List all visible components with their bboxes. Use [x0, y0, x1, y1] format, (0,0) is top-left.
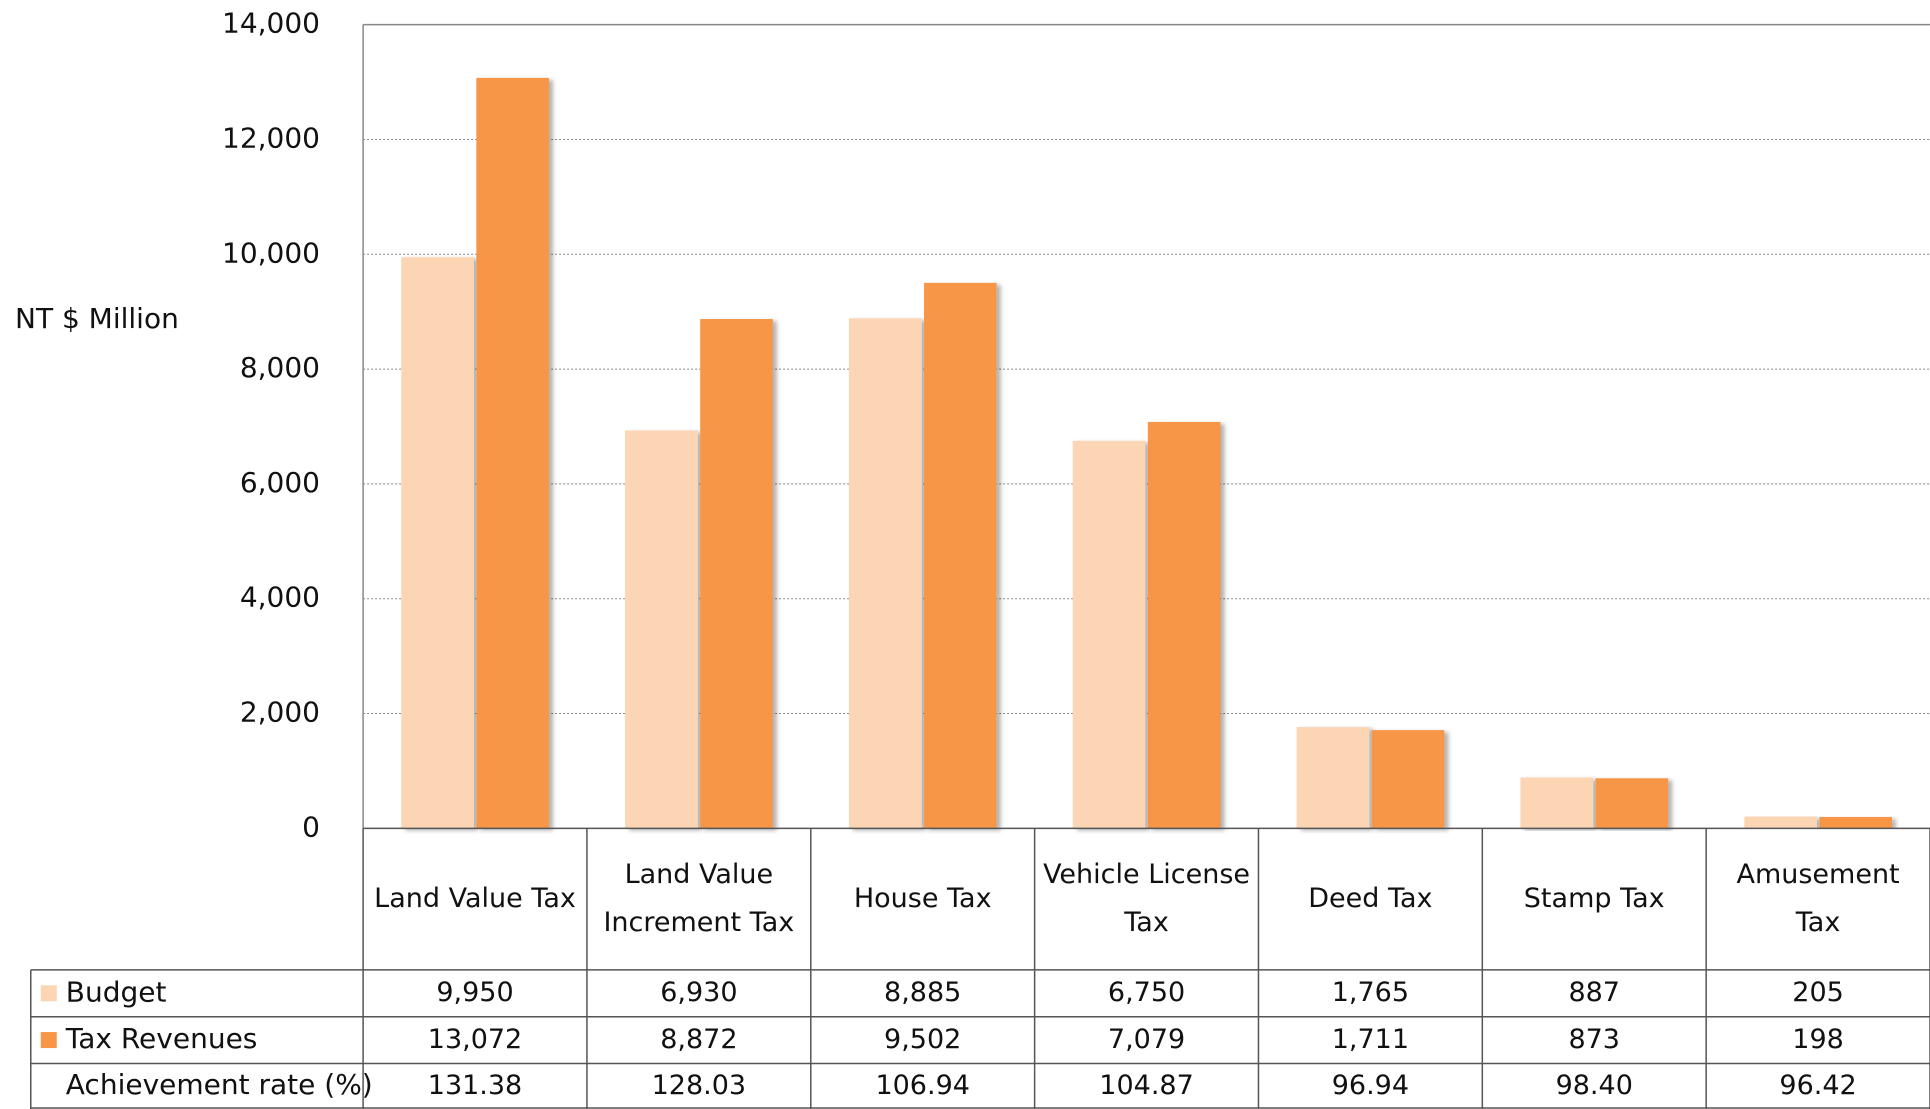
x-tick-label-box: Land Value Increment Tax — [603, 859, 795, 939]
table-value-box: 8,885 — [884, 977, 962, 1009]
x-tick-label-box: Land Value Tax — [374, 883, 576, 915]
y-tick-label: 12,000 — [222, 121, 320, 154]
table-value: 9,502 — [884, 1024, 962, 1056]
table-value-box: 98.40 — [1555, 1070, 1633, 1102]
bar — [848, 318, 922, 829]
table-value-box: 7,079 — [1107, 1024, 1186, 1056]
bar — [700, 319, 773, 829]
table-value: 1,711 — [1331, 1024, 1410, 1056]
table-value: 6,750 — [1107, 977, 1186, 1009]
x-tick-label: Land Value Increment Tax — [603, 859, 795, 939]
table-value-box: 104.87 — [1099, 1070, 1194, 1102]
x-tick-label: Land Value Tax — [374, 883, 576, 915]
y-axis-label: NT $ Million — [15, 302, 179, 335]
x-tick-label-box: Amusement Tax — [1736, 859, 1900, 939]
bar — [924, 282, 997, 829]
x-tick-label-box: Deed Tax — [1308, 883, 1433, 915]
table-value-box: 131.38 — [427, 1070, 523, 1102]
legend-key — [40, 1032, 57, 1049]
table-value-box: 9,950 — [436, 977, 514, 1009]
table-value: 7,079 — [1107, 1024, 1186, 1056]
table-value-box: 198 — [1792, 1024, 1844, 1056]
table-value: 8,885 — [884, 977, 962, 1009]
bar — [1296, 727, 1370, 829]
table-value-box: 873 — [1568, 1024, 1620, 1056]
table-value-box: 205 — [1792, 977, 1844, 1009]
bar — [1147, 421, 1221, 829]
table-value-box: 6,930 — [660, 977, 738, 1009]
legend-label: Achievement rate (%) — [66, 1068, 373, 1101]
x-tick-label: House Tax — [853, 883, 992, 915]
table-value-box: 9,502 — [884, 1024, 962, 1056]
y-tick-label: 4,000 — [240, 581, 320, 614]
y-tick-label: 14,000 — [222, 7, 320, 40]
table-value: 13,072 — [427, 1024, 523, 1056]
bar — [401, 257, 474, 829]
table-value-box: 8,872 — [660, 1024, 738, 1056]
table-value-box: 96.42 — [1779, 1070, 1857, 1102]
table-value: 887 — [1568, 977, 1620, 1009]
y-tick-label: 8,000 — [240, 351, 320, 384]
legend-label: Tax Revenues — [65, 1022, 258, 1055]
table-value-box: 1,765 — [1331, 977, 1410, 1009]
table-value: 1,765 — [1331, 977, 1410, 1009]
table-value-box: 887 — [1568, 977, 1620, 1009]
table-value-box: 6,750 — [1107, 977, 1186, 1009]
table-value: 131.38 — [427, 1070, 523, 1102]
x-tick-label-box: Stamp Tax — [1523, 883, 1665, 915]
bar — [1744, 816, 1817, 829]
bar — [476, 77, 549, 829]
table-value-box: 96.94 — [1331, 1070, 1410, 1102]
table-value: 8,872 — [660, 1024, 738, 1056]
x-tick-label: Vehicle License Tax — [1043, 859, 1250, 939]
y-tick-label: 0 — [302, 810, 320, 843]
table-value: 205 — [1792, 977, 1844, 1009]
table-value-box: 128.03 — [651, 1070, 747, 1102]
table-value-box: 1,711 — [1331, 1024, 1410, 1056]
x-tick-label: Amusement Tax — [1736, 859, 1900, 939]
table-value: 106.94 — [875, 1070, 970, 1102]
y-tick-label: 6,000 — [240, 466, 320, 499]
table-value: 198 — [1792, 1024, 1844, 1056]
table-value: 128.03 — [651, 1070, 747, 1102]
legend-key — [40, 985, 57, 1002]
table-value-box: 106.94 — [875, 1070, 970, 1102]
x-tick-label: Deed Tax — [1308, 883, 1433, 915]
table-value: 104.87 — [1099, 1070, 1194, 1102]
x-tick-label: Stamp Tax — [1523, 883, 1665, 915]
bar — [1072, 440, 1146, 829]
table-value-box: 13,072 — [427, 1024, 523, 1056]
table-value: 96.42 — [1779, 1070, 1857, 1102]
table-value: 98.40 — [1555, 1070, 1633, 1102]
x-tick-label-box: Vehicle License Tax — [1043, 859, 1250, 939]
bar — [625, 430, 698, 829]
bar — [1520, 777, 1594, 829]
table-value: 873 — [1568, 1024, 1620, 1056]
bar — [1595, 778, 1669, 829]
table-value: 9,950 — [436, 977, 514, 1009]
y-tick-label: 2,000 — [240, 696, 320, 729]
table-value: 96.94 — [1331, 1070, 1410, 1102]
table-value: 6,930 — [660, 977, 738, 1009]
bar — [1819, 817, 1893, 829]
x-tick-label-box: House Tax — [853, 883, 992, 915]
y-tick-label: 10,000 — [222, 236, 320, 269]
bar — [1371, 730, 1445, 829]
legend-label: Budget — [66, 975, 167, 1008]
